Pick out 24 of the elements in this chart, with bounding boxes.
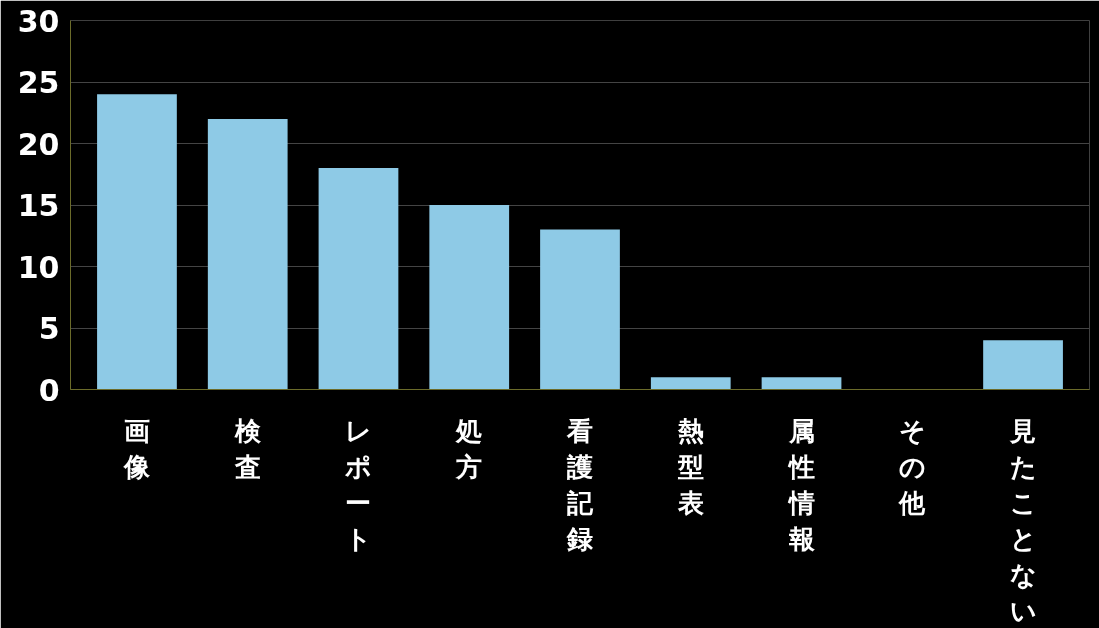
y-tick-label: 5 bbox=[38, 311, 60, 346]
y-tick-label: 0 bbox=[38, 372, 60, 408]
bar bbox=[540, 229, 620, 390]
x-tick-label: レポート bbox=[343, 415, 372, 554]
x-tick-label: 画像 bbox=[122, 415, 151, 482]
bar bbox=[207, 118, 288, 390]
x-tick-label: 属性情報 bbox=[786, 415, 815, 554]
x-tick-label: 熱型表 bbox=[676, 415, 704, 518]
x-tick-label: 看護記録 bbox=[566, 415, 594, 554]
bar bbox=[761, 377, 842, 390]
x-tick-label: 検査 bbox=[233, 415, 262, 482]
y-tick-label: 25 bbox=[17, 65, 60, 100]
y-tick-label: 10 bbox=[17, 249, 60, 285]
bar bbox=[318, 168, 399, 390]
x-tick-label: 処方 bbox=[455, 415, 483, 482]
bar bbox=[650, 377, 731, 390]
bar bbox=[983, 340, 1063, 390]
y-tick-label: 30 bbox=[17, 3, 60, 39]
y-tick-label: 20 bbox=[17, 126, 60, 162]
bar bbox=[97, 94, 177, 390]
y-tick-label: 15 bbox=[17, 188, 60, 223]
bar bbox=[429, 205, 510, 390]
x-tick-label: その他 bbox=[898, 415, 927, 518]
x-tick-label: 見たことない bbox=[1009, 415, 1037, 626]
